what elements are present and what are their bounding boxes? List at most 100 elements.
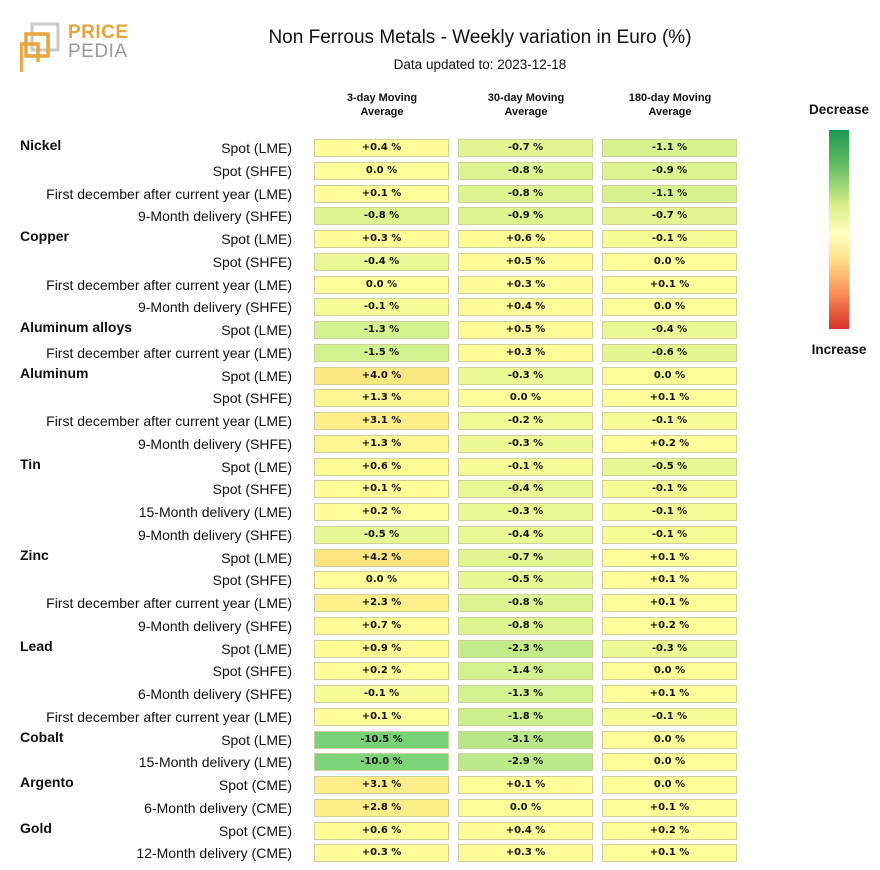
metal-group-label: Argento xyxy=(20,774,74,790)
row-label: First december after current year (LME) xyxy=(46,413,292,429)
heatmap-cell: -0.1 % xyxy=(602,412,737,430)
row-label: First december after current year (LME) xyxy=(46,708,292,725)
heatmap-cell: -1.1 % xyxy=(602,184,737,203)
metal-group-label: Zinc xyxy=(20,546,49,563)
heatmap-cell: -10.5 % xyxy=(314,730,449,749)
row-label: First december after current year (LME) xyxy=(46,595,292,611)
metal-group-label: Cobalt xyxy=(20,728,64,745)
heatmap-cell: -0.7 % xyxy=(602,207,737,226)
heatmap-cell: +0.1 % xyxy=(602,571,737,590)
heatmap-cell: +0.2 % xyxy=(314,503,449,521)
heatmap-cell: -0.8 % xyxy=(458,594,593,612)
heatmap-cell: -0.7 % xyxy=(458,139,593,157)
heatmap-cell: -3.1 % xyxy=(458,730,593,749)
heatmap-cell: +1.3 % xyxy=(314,434,449,453)
heatmap-cell: -0.4 % xyxy=(602,321,737,339)
row-label: Spot (SHFE) xyxy=(212,572,292,589)
heatmap-cell: +0.5 % xyxy=(458,321,593,339)
column-header-180day-line2: Average xyxy=(648,106,692,118)
heatmap-cell: -0.4 % xyxy=(458,525,593,544)
legend-color-scale xyxy=(829,130,849,329)
metal-group-label: Aluminum xyxy=(20,364,89,381)
heatmap-cell: -0.2 % xyxy=(458,412,593,430)
heatmap-cell: -0.5 % xyxy=(458,571,593,590)
heatmap-cell: +0.2 % xyxy=(602,821,737,840)
heatmap-cell: -1.3 % xyxy=(314,321,449,339)
heatmap-cell: -0.7 % xyxy=(458,548,593,567)
heatmap-cell: -0.5 % xyxy=(602,457,737,476)
chart-subtitle: Data updated to: 2023-12-18 xyxy=(393,57,567,72)
heatmap-cell: -0.1 % xyxy=(602,480,737,499)
row-label: 6-Month delivery (CME) xyxy=(144,799,292,816)
metal-group-label: Copper xyxy=(20,228,69,244)
metal-group-label: Gold xyxy=(20,819,52,836)
heatmap-cell: +2.3 % xyxy=(314,594,449,612)
heatmap-cell: +0.3 % xyxy=(458,343,593,362)
heatmap-cell: 0.0 % xyxy=(602,366,737,385)
heatmap-cell: +1.3 % xyxy=(314,389,449,408)
heatmap-cell: -0.8 % xyxy=(314,207,449,226)
row-label: 9-Month delivery (SHFE) xyxy=(137,526,292,543)
row-label: Spot (LME) xyxy=(221,731,292,748)
heatmap-cell: +0.2 % xyxy=(314,662,449,681)
column-header-3day-line2: Average xyxy=(360,106,404,118)
row-label: Spot (SHFE) xyxy=(212,162,292,179)
heatmap-cell: -2.9 % xyxy=(458,753,593,772)
heatmap-cell: +0.1 % xyxy=(602,798,737,817)
row-label: First december after current year (LME) xyxy=(46,185,292,202)
logo-word-price: PRICE xyxy=(68,22,129,43)
heatmap-cell: +0.1 % xyxy=(314,480,449,499)
row-label: 12-Month delivery (CME) xyxy=(136,845,292,862)
chart-title: Non Ferrous Metals - Weekly variation in… xyxy=(268,27,692,48)
column-header-30day-line2: Average xyxy=(504,106,548,118)
row-label: Spot (LME) xyxy=(221,322,292,338)
row-label: Spot (CME) xyxy=(218,822,292,839)
row-label: Spot (LME) xyxy=(221,367,292,384)
heatmap-cell: +0.6 % xyxy=(314,457,449,476)
heatmap-cell: 0.0 % xyxy=(314,161,449,180)
heatmap-cell: +0.1 % xyxy=(602,594,737,612)
heatmap-cell: +0.4 % xyxy=(458,821,593,840)
heatmap-cell: -0.4 % xyxy=(314,252,449,271)
heatmap-cell: +0.6 % xyxy=(314,821,449,840)
legend-increase-label: Increase xyxy=(811,342,867,357)
row-label: Spot (LME) xyxy=(221,140,292,156)
heatmap-cell: -1.4 % xyxy=(458,662,593,681)
row-label: 9-Month delivery (SHFE) xyxy=(137,208,292,225)
heatmap-cell: +0.4 % xyxy=(314,139,449,157)
metal-group-label: Lead xyxy=(20,637,53,654)
heatmap-cell: 0.0 % xyxy=(602,662,737,681)
heatmap-cell: +0.6 % xyxy=(458,230,593,248)
heatmap-cell: 0.0 % xyxy=(602,753,737,772)
heatmap-cell: -0.1 % xyxy=(602,707,737,726)
heatmap-cell: +0.9 % xyxy=(314,639,449,658)
row-label: Spot (LME) xyxy=(221,458,292,475)
heatmap-cell: -0.1 % xyxy=(602,525,737,544)
heatmap-cell: -0.3 % xyxy=(458,503,593,521)
heatmap-cell: +0.1 % xyxy=(314,184,449,203)
heatmap-cell: 0.0 % xyxy=(602,776,737,794)
heatmap-cell: +2.8 % xyxy=(314,798,449,817)
column-header-180day-line1: 180-day Moving xyxy=(628,92,712,104)
heatmap-cell: +0.1 % xyxy=(602,844,737,863)
heatmap-cell: +0.1 % xyxy=(602,389,737,408)
heatmap-cell: +0.7 % xyxy=(314,616,449,635)
heatmap-cell: 0.0 % xyxy=(458,389,593,408)
row-label: Spot (SHFE) xyxy=(212,390,292,407)
heatmap-cell: -0.3 % xyxy=(458,434,593,453)
column-header-3day-line1: 3-day Moving xyxy=(346,92,418,104)
heatmap-cell: -0.1 % xyxy=(602,230,737,248)
heatmap-cell: 0.0 % xyxy=(314,571,449,590)
legend-decrease-label: Decrease xyxy=(808,102,870,117)
heatmap-cell: +0.3 % xyxy=(458,844,593,863)
metal-group-label: Aluminum alloys xyxy=(20,319,133,335)
heatmap-cell: +0.1 % xyxy=(314,707,449,726)
heatmap-cell: +0.1 % xyxy=(602,548,737,567)
heatmap-cell: -0.1 % xyxy=(458,457,593,476)
heatmap-cell: 0.0 % xyxy=(458,798,593,817)
heatmap-cell: +3.1 % xyxy=(314,412,449,430)
heatmap-cell: -0.3 % xyxy=(458,366,593,385)
column-header-30day-line1: 30-day Moving xyxy=(487,92,565,104)
heatmap-cell: +0.3 % xyxy=(458,275,593,294)
row-label: Spot (SHFE) xyxy=(212,253,292,270)
